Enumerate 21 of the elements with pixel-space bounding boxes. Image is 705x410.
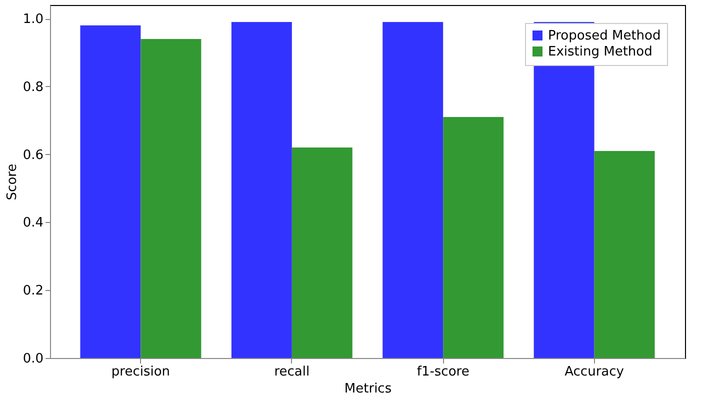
x-tick-label: f1-score bbox=[416, 364, 470, 380]
y-axis-title: Score bbox=[4, 164, 20, 200]
y-tick-label: 0.2 bbox=[22, 284, 44, 299]
bar bbox=[140, 38, 202, 358]
bar bbox=[594, 150, 655, 358]
y-tick-label: 0.8 bbox=[22, 80, 44, 95]
bar bbox=[231, 22, 292, 358]
legend-label: Existing Method bbox=[548, 44, 652, 60]
bar bbox=[292, 148, 352, 358]
legend-label: Proposed Method bbox=[548, 28, 661, 44]
bar bbox=[80, 25, 141, 358]
x-tick-label: recall bbox=[274, 364, 310, 380]
y-tick-label: 0.0 bbox=[22, 352, 44, 366]
y-tick-label: 1.0 bbox=[22, 12, 44, 28]
y-tick-label: 0.6 bbox=[22, 148, 44, 163]
x-tick-label: Accuracy bbox=[564, 364, 624, 380]
x-axis-title: Metrics bbox=[344, 382, 392, 396]
bar bbox=[382, 22, 444, 358]
y-tick-label: 0.4 bbox=[22, 216, 44, 231]
bar bbox=[443, 117, 504, 358]
x-tick-label: precision bbox=[111, 364, 170, 380]
